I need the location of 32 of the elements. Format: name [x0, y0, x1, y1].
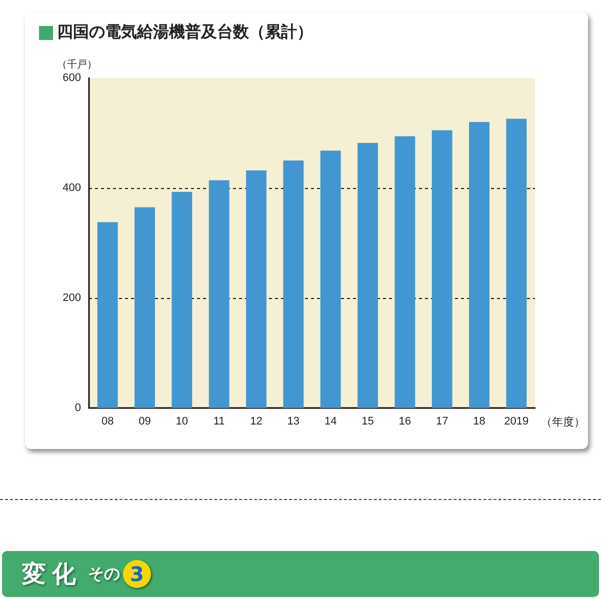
x-axis-title: （年度） [541, 416, 585, 428]
bar [97, 222, 118, 408]
x-tick-label: 09 [138, 416, 151, 428]
y-axis-title: （千戸） [57, 58, 97, 70]
y-tick-label: 200 [62, 292, 81, 304]
x-tick-label: 18 [473, 416, 486, 428]
bar [246, 170, 266, 408]
banner: 変化 その 3 [2, 551, 599, 597]
x-tick-label: 15 [362, 416, 374, 428]
bar [320, 150, 341, 408]
x-tick-label: 14 [324, 416, 337, 428]
y-tick-label: 400 [62, 182, 81, 194]
bar [432, 130, 452, 408]
x-tick-label: 08 [101, 416, 114, 428]
x-tick-label: 13 [287, 416, 300, 428]
bar [394, 136, 416, 408]
bar [283, 160, 304, 408]
y-tick-label: 600 [62, 72, 81, 84]
x-tick-label: 17 [436, 416, 448, 428]
bar [208, 180, 230, 408]
bar [134, 207, 155, 408]
bar [358, 142, 378, 408]
x-tick-label: 2019 [504, 416, 529, 428]
bar [469, 122, 490, 408]
x-tick-label: 12 [250, 416, 262, 428]
bar [506, 118, 527, 408]
chart-title: 四国の電気給湯機普及台数（累計） [57, 22, 313, 43]
y-tick-label: 0 [74, 402, 81, 414]
bar [172, 192, 192, 408]
x-tick-label: 10 [176, 416, 188, 428]
x-tick-label: 11 [213, 416, 225, 428]
x-tick-label: 16 [398, 416, 412, 428]
